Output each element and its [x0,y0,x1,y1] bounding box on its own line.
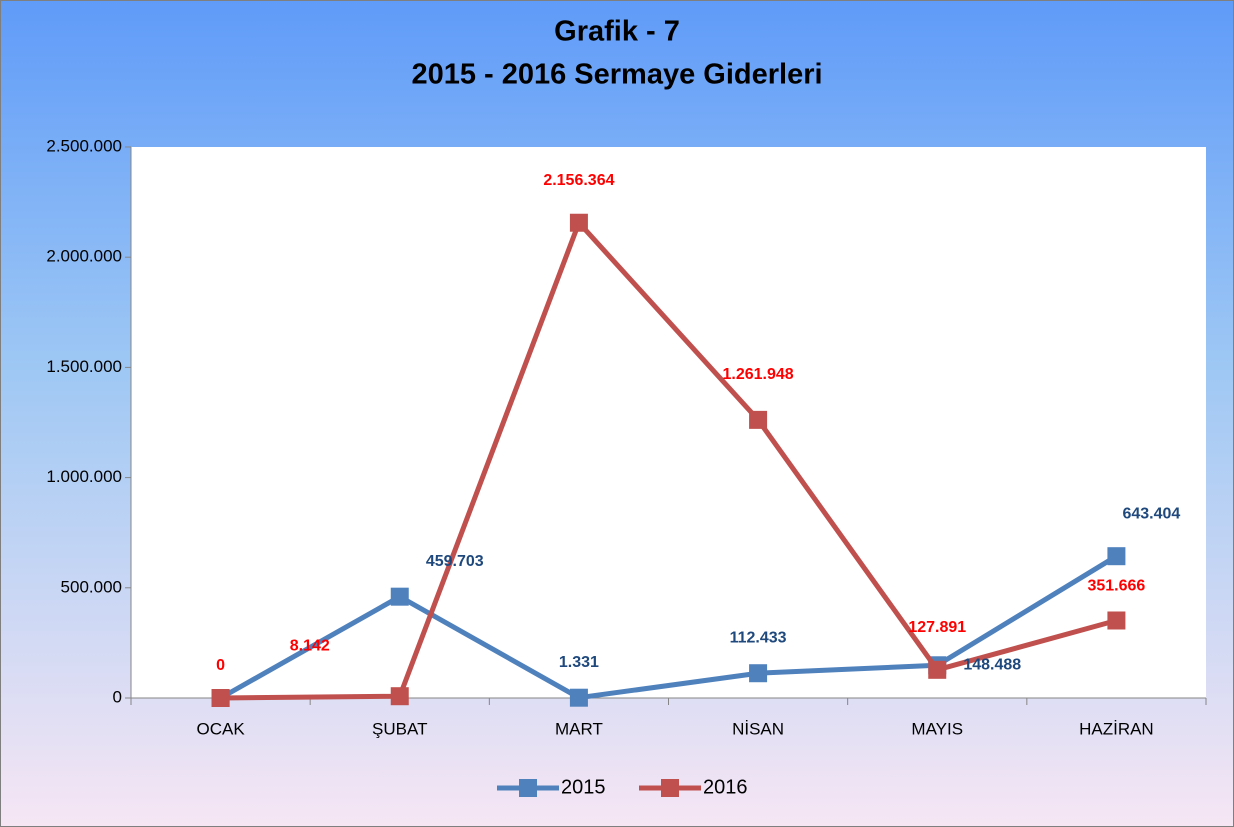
series-line [219,554,1118,701]
y-tick-label: 2.000.000 [46,247,122,266]
data-label: 1.331 [559,654,599,671]
data-label: 0 [216,657,225,674]
marker [569,688,588,707]
legend-label: 2016 [703,776,748,798]
marker [390,687,409,706]
marker [1107,547,1126,566]
x-tick-label: OCAK [196,719,245,738]
y-tick-label: 0 [113,687,122,706]
x-tick-label: ŞUBAT [372,719,427,738]
y-tick-label: 1.500.000 [46,357,122,376]
x-tick-label: MART [555,719,603,738]
x-tick-label: NİSAN [732,719,784,738]
data-label: 643.404 [1122,505,1180,522]
marker [211,689,230,707]
plot-area [131,147,1206,698]
data-label: 351.666 [1087,578,1145,595]
marker [390,587,409,606]
legend-marker [519,779,537,797]
data-label: 459.703 [426,553,484,570]
chart-subtitle: 2015 - 2016 Sermaye Giderleri [411,59,822,91]
data-label: 1.261.948 [722,366,793,383]
data-label: 8.142 [290,637,330,654]
y-tick-label: 2.500.000 [46,136,122,155]
marker [749,410,768,429]
chart-title: Grafik - 7 [554,16,680,48]
y-tick-label: 500.000 [61,577,122,596]
x-tick-label: MAYIS [911,719,963,738]
data-label: 127.891 [908,619,966,636]
marker [1107,611,1126,630]
data-label: 148.488 [963,656,1021,673]
series-line [220,220,1118,701]
x-tick-label: HAZİRAN [1079,719,1154,738]
data-label: 2.156.364 [543,172,614,189]
marker [928,660,947,679]
legend-marker [661,779,679,797]
marker [749,664,768,683]
marker [569,213,588,232]
data-label: 112.433 [730,629,787,646]
legend-label: 2015 [561,776,606,798]
y-tick-label: 1.000.000 [46,467,122,486]
